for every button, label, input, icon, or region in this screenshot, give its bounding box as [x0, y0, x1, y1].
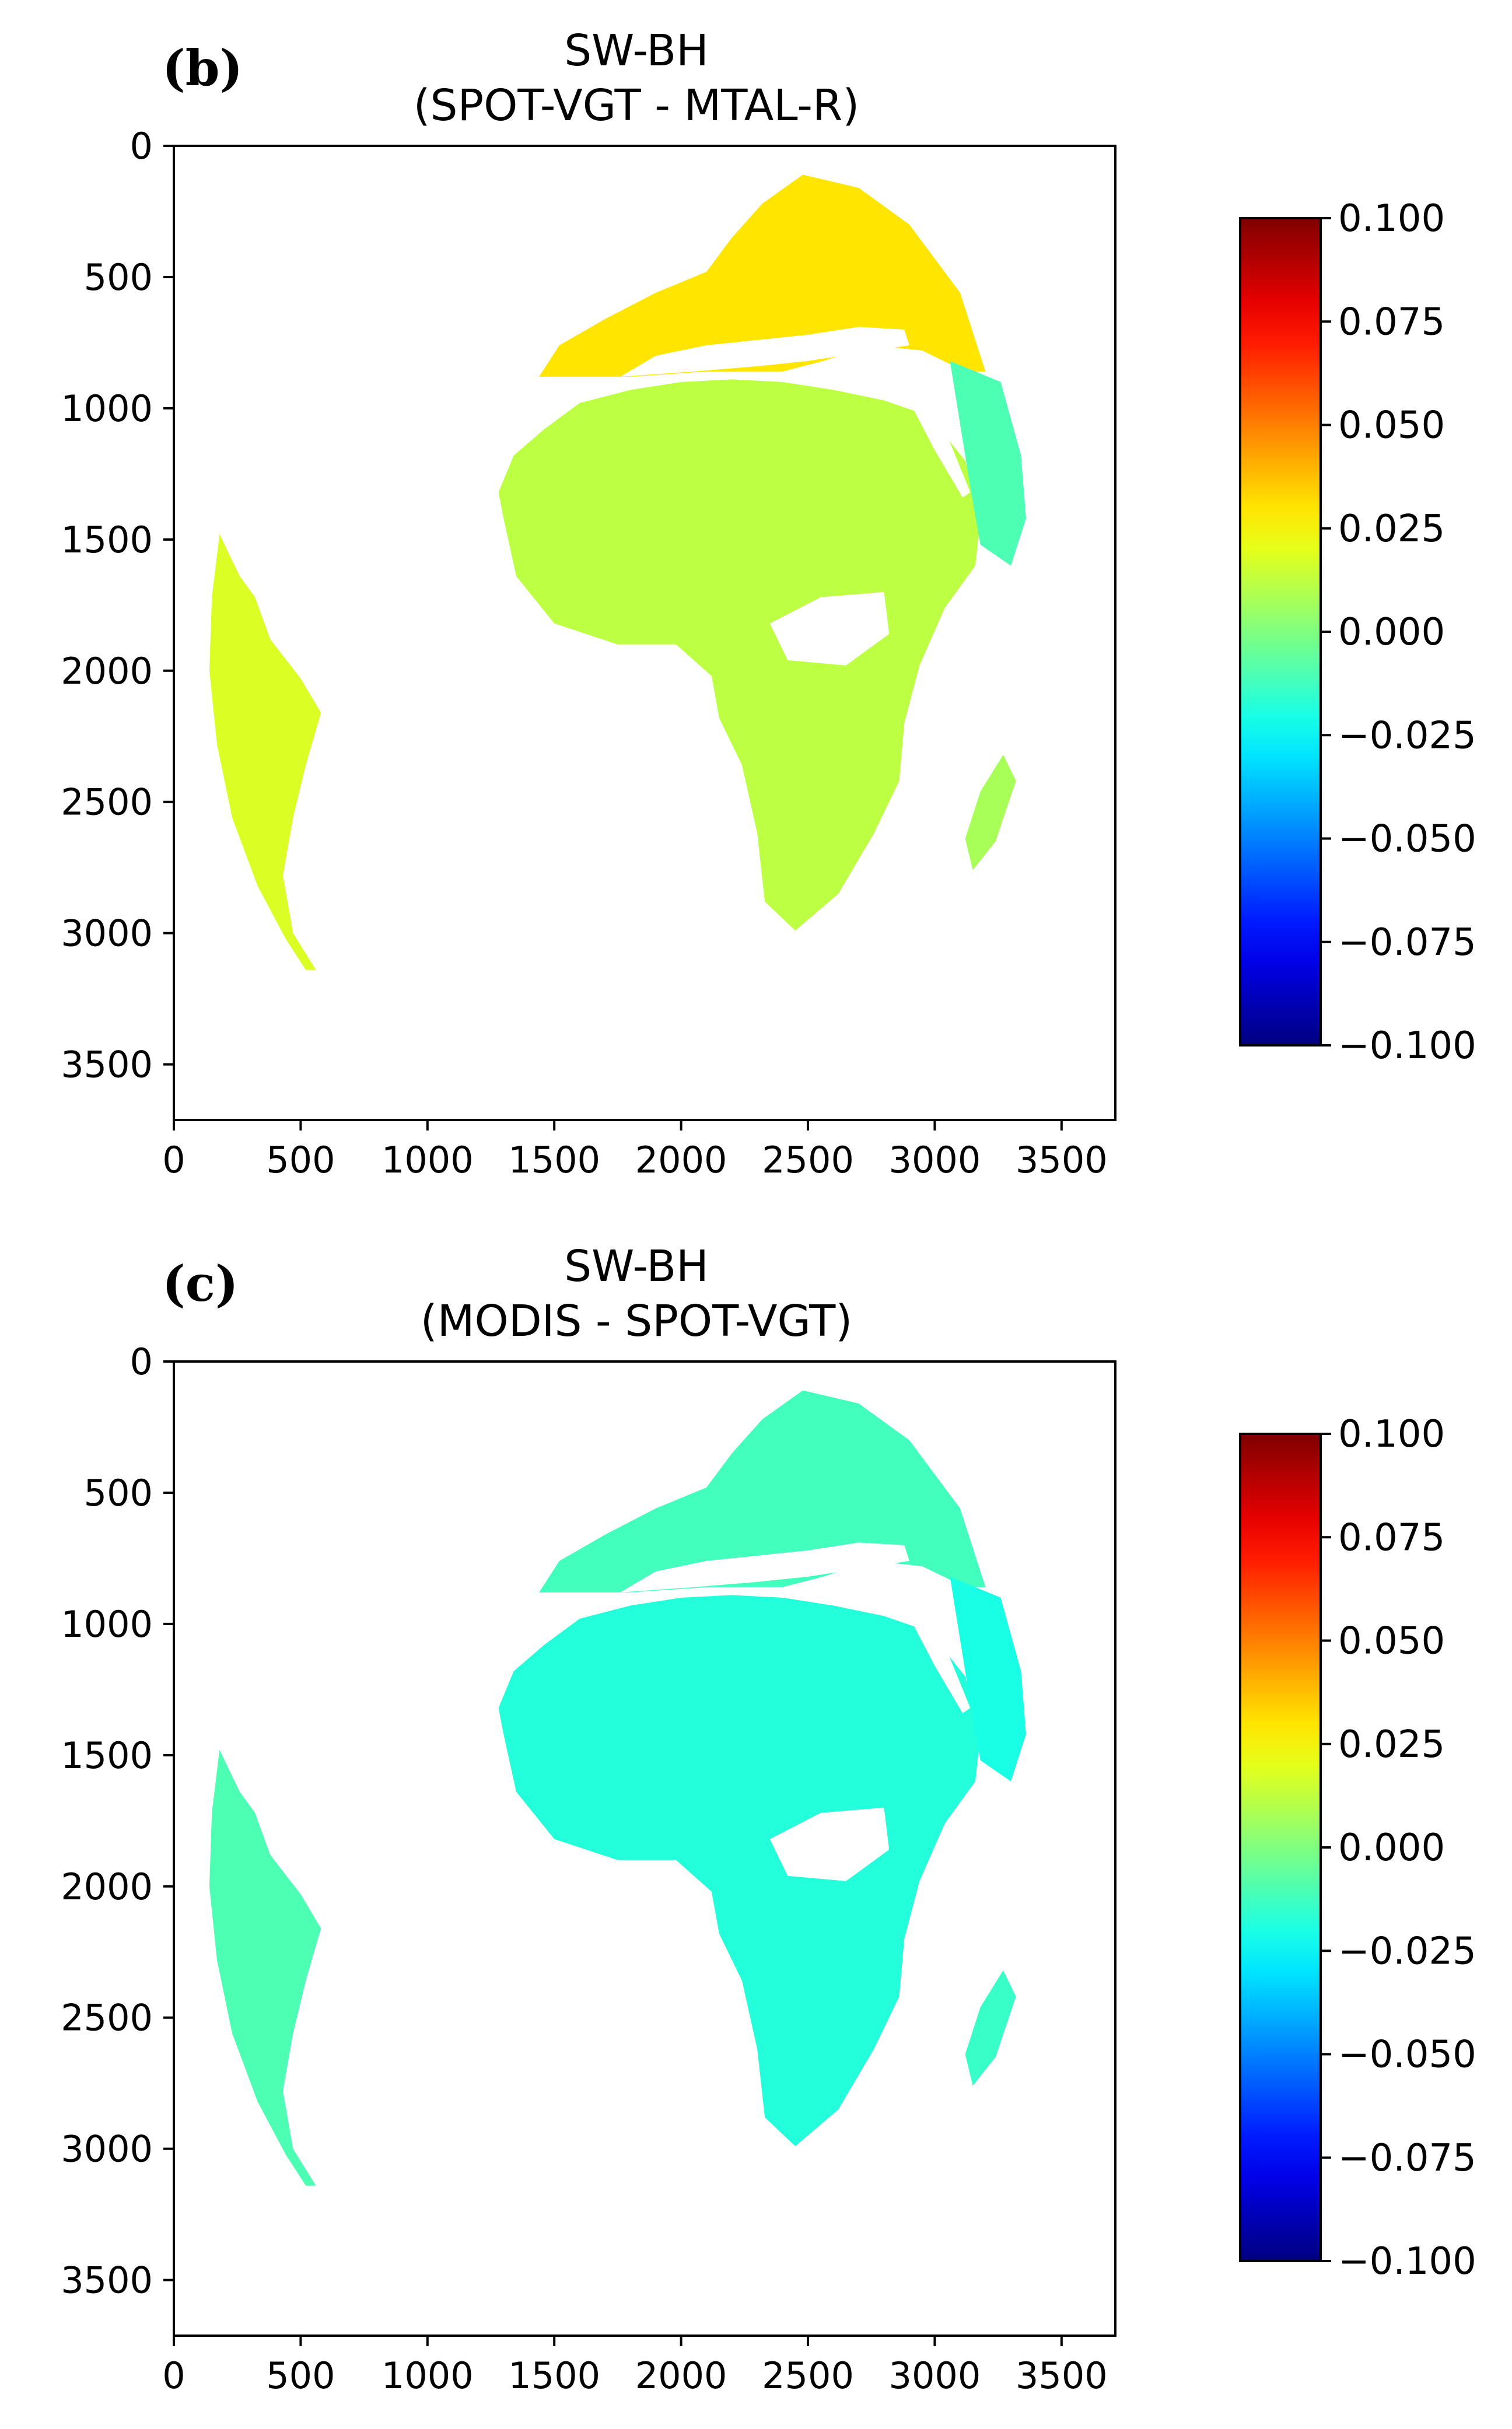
- x-tick-label: 1000: [382, 1139, 474, 1181]
- colorbar-tick-label: 0.100: [1338, 197, 1445, 240]
- y-tick-label: 500: [84, 256, 153, 299]
- x-tick-label: 500: [266, 2354, 335, 2397]
- colorbar: [1239, 1433, 1322, 2262]
- x-tick-label: 1500: [508, 1139, 600, 1181]
- y-tick-label: 1000: [61, 1603, 153, 1646]
- y-tick-label: 1500: [61, 519, 153, 561]
- no-data-redsea: [899, 1597, 971, 1713]
- no-data-sahel_gap: [769, 1807, 890, 1881]
- colorbar-tick-label: 0.000: [1338, 1826, 1445, 1870]
- y-tick-label: 3500: [61, 2259, 153, 2302]
- y-tick-label: 2500: [61, 1997, 153, 2039]
- chart-subtitle: (SPOT-VGT - MTAL-R): [414, 80, 860, 131]
- colorbar-tick-label: 0.025: [1338, 1723, 1445, 1766]
- colorbar-tick-label: 0.025: [1338, 508, 1445, 551]
- x-tick-label: 3000: [889, 2354, 981, 2397]
- chart-subtitle: (MODIS - SPOT-VGT): [421, 1296, 853, 1346]
- y-tick-label: 1500: [61, 1734, 153, 1777]
- x-tick-label: 2500: [762, 2354, 854, 2397]
- no-data-mediterranean: [620, 327, 909, 377]
- colorbar-tick-label: −0.075: [1338, 2137, 1476, 2180]
- land-africa: [498, 1595, 981, 2147]
- x-tick-label: 1500: [508, 2354, 600, 2397]
- colorbar-tick-label: 0.075: [1338, 300, 1445, 344]
- colorbar-tick-label: −0.050: [1338, 2034, 1476, 2077]
- x-tick-label: 500: [266, 1139, 335, 1181]
- heatmap-area: [174, 146, 1115, 1120]
- land-samerica: [209, 534, 321, 970]
- no-data-redsea: [899, 382, 971, 498]
- x-tick-label: 3500: [1016, 2354, 1108, 2397]
- land-madagascar: [965, 754, 1016, 870]
- colorbar-tick-label: 0.075: [1338, 1516, 1445, 1559]
- panel-label: (b): [162, 39, 243, 97]
- y-tick-label: 0: [130, 1340, 153, 1383]
- chart-title: SW-BH: [564, 26, 709, 76]
- land-europe: [539, 1390, 986, 1592]
- y-tick-label: 1000: [61, 387, 153, 430]
- x-tick-label: 2500: [762, 1139, 854, 1181]
- panel-b: (b) SW-BH (SPOT-VGT - MTAL-R) 0 500 1000 1500 2…: [0, 0, 1512, 1213]
- x-tick-label: 3000: [889, 1139, 981, 1181]
- colorbar-tick-label: −0.100: [1338, 1024, 1476, 1068]
- colorbar: [1239, 217, 1322, 1046]
- no-data-sahel_gap: [769, 592, 890, 666]
- y-tick-label: 0: [130, 125, 153, 167]
- x-tick-label: 0: [162, 1139, 185, 1181]
- y-tick-label: 2000: [61, 1866, 153, 1908]
- land-arabia: [950, 1576, 1026, 1782]
- colorbar-tick-label: −0.050: [1338, 818, 1476, 861]
- x-tick-label: 2000: [635, 2354, 727, 2397]
- chart-title: SW-BH: [564, 1241, 709, 1292]
- colorbar-tick-label: 0.100: [1338, 1413, 1445, 1456]
- colorbar-tick-label: −0.100: [1338, 2240, 1476, 2283]
- land-samerica: [209, 1749, 321, 2186]
- y-tick-label: 2000: [61, 650, 153, 692]
- axes-frame: [173, 145, 1116, 1121]
- x-tick-label: 1000: [382, 2354, 474, 2397]
- y-tick-label: 3000: [61, 912, 153, 955]
- y-tick-label: 500: [84, 1472, 153, 1514]
- land-madagascar: [965, 1970, 1016, 2086]
- y-tick-label: 3500: [61, 1044, 153, 1086]
- panel-c: (c) SW-BH (MODIS - SPOT-VGT) 0 500 1000 1500 20…: [0, 1216, 1512, 2429]
- x-tick-label: 2000: [635, 1139, 727, 1181]
- chart-svg: (b) SW-BH(SPOT-VGT - MTAL-R) 0 500 1000 1500 2…: [61, 26, 1476, 1181]
- x-tick-label: 3500: [1016, 1139, 1108, 1181]
- colorbar-tick-label: 0.000: [1338, 611, 1445, 654]
- colorbar-tick-label: −0.025: [1338, 1930, 1476, 1973]
- land-africa: [498, 379, 981, 931]
- colorbar-tick-label: −0.025: [1338, 714, 1476, 757]
- land-europe: [539, 174, 986, 377]
- panel-label: (c): [162, 1255, 239, 1312]
- axes-frame: [173, 1360, 1116, 2337]
- colorbar-tick-label: 0.050: [1338, 1620, 1445, 1663]
- chart-svg: (c) SW-BH(MODIS - SPOT-VGT) 0 500 1000 1500 20…: [61, 1241, 1476, 2397]
- heatmap-area: [174, 1362, 1115, 2336]
- colorbar-tick-label: −0.075: [1338, 921, 1476, 964]
- x-tick-label: 0: [162, 2354, 185, 2397]
- no-data-mediterranean: [620, 1542, 909, 1592]
- colorbar-tick-label: 0.050: [1338, 404, 1445, 447]
- y-tick-label: 2500: [61, 781, 153, 824]
- land-arabia: [950, 360, 1026, 566]
- y-tick-label: 3000: [61, 2128, 153, 2171]
